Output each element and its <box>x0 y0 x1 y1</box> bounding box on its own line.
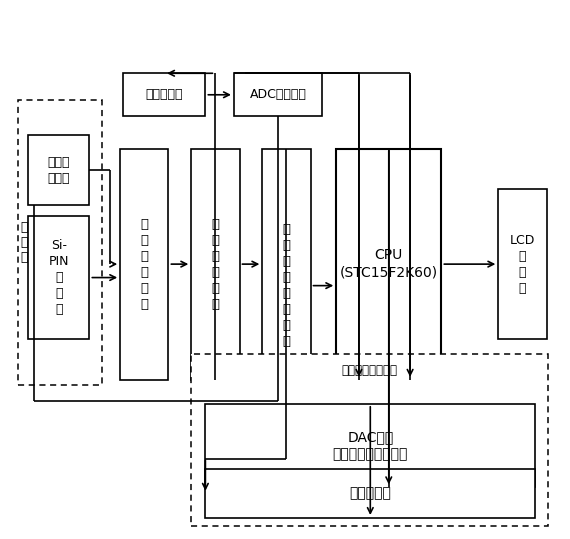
Bar <box>498 189 547 340</box>
Bar <box>120 149 168 379</box>
Text: 脉
冲
幅
度
甄
别
电
路: 脉 冲 幅 度 甄 别 电 路 <box>282 223 291 348</box>
Text: LCD
显
示
屏: LCD 显 示 屏 <box>510 233 535 295</box>
Text: 运算放大器: 运算放大器 <box>349 487 391 501</box>
Bar <box>205 469 535 518</box>
Text: 放
大
成
形
电
路: 放 大 成 形 电 路 <box>211 218 219 310</box>
Bar <box>234 73 322 116</box>
Text: CPU
(STC15F2K60): CPU (STC15F2K60) <box>340 248 438 280</box>
Text: DAC输出
（模数转换器输出）: DAC输出 （模数转换器输出） <box>333 430 408 461</box>
Bar <box>191 355 548 527</box>
Bar <box>191 149 239 379</box>
Bar <box>205 404 535 487</box>
Bar <box>28 135 89 205</box>
Text: 温湿度
传感器: 温湿度 传感器 <box>47 156 70 184</box>
Text: 阈值自动调节电路: 阈值自动调节电路 <box>341 364 397 377</box>
Bar <box>18 100 102 385</box>
Bar <box>336 149 441 379</box>
Text: Si-
PIN
探
测
器: Si- PIN 探 测 器 <box>48 239 69 316</box>
Text: 测
量
室: 测 量 室 <box>21 221 29 264</box>
Text: 前
置
放
大
电
路: 前 置 放 大 电 路 <box>140 218 148 310</box>
Bar <box>123 73 205 116</box>
Text: 峰保持电路: 峰保持电路 <box>145 88 183 101</box>
Text: ADC转换电路: ADC转换电路 <box>250 88 306 101</box>
Bar <box>262 149 311 423</box>
Bar <box>28 216 89 340</box>
